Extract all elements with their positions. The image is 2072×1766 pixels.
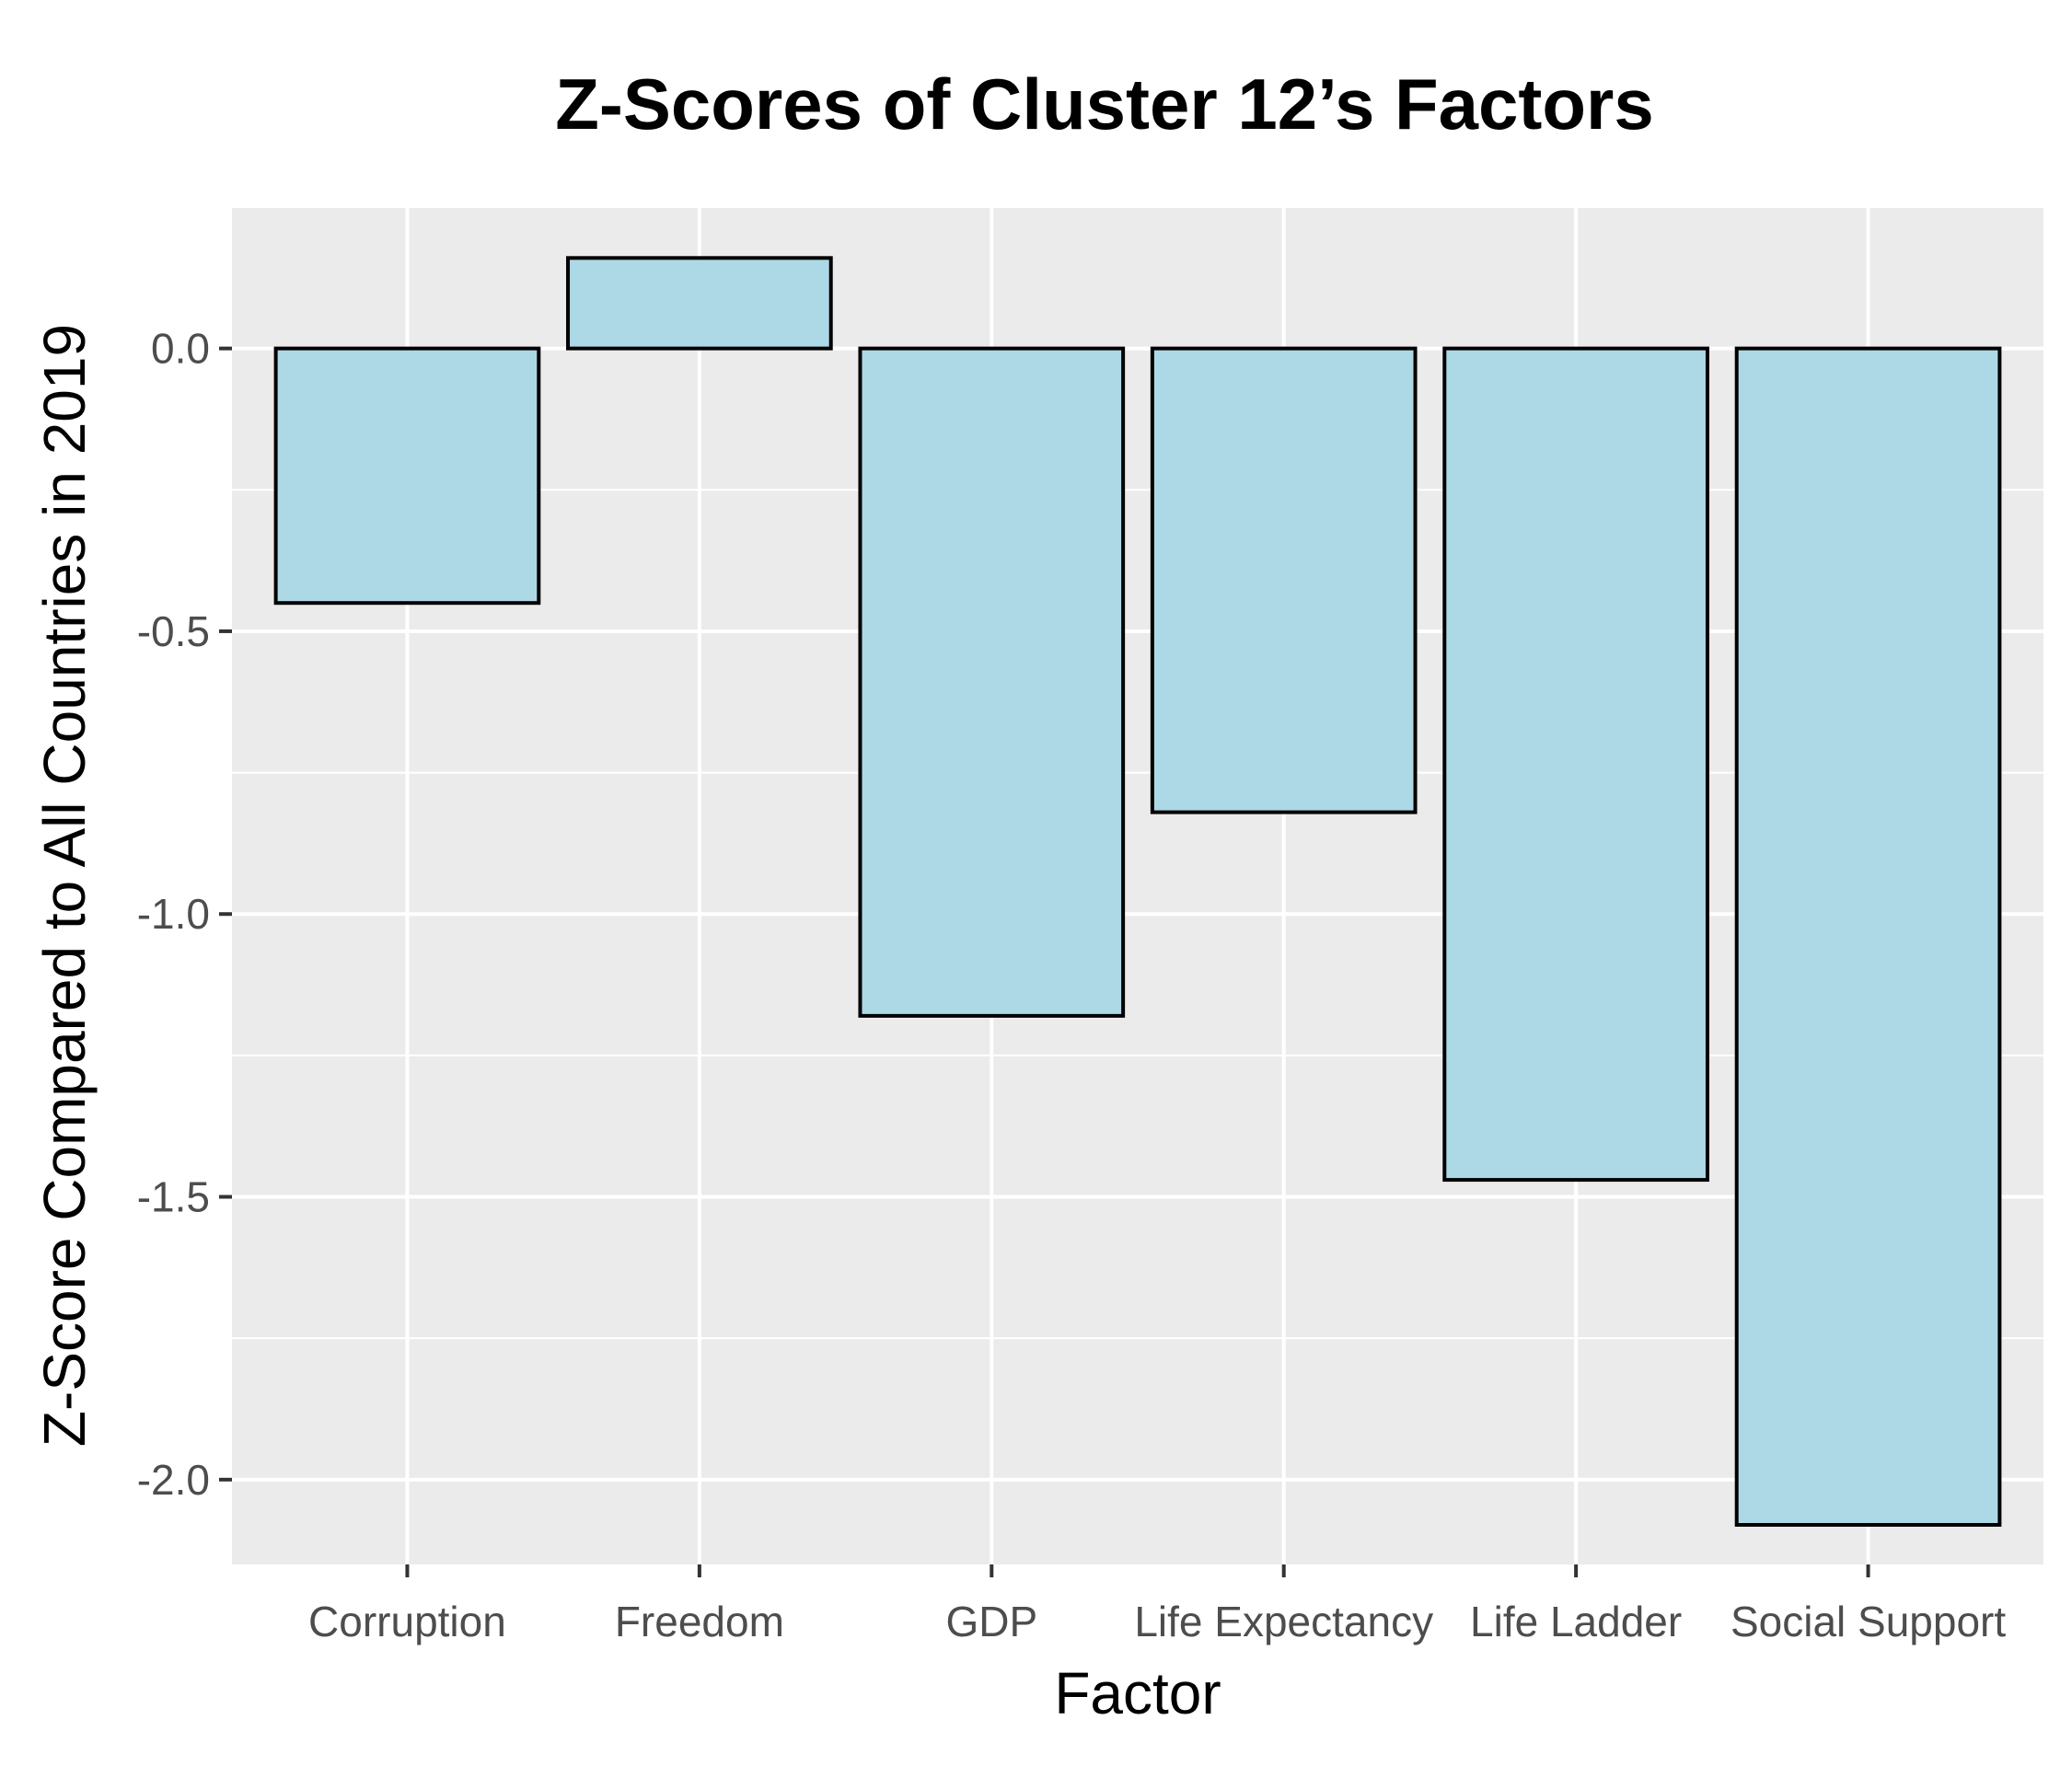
y-tick-label-3: -1.5 [137,1173,210,1221]
x-tick-label-4: Life Ladder [1470,1598,1682,1645]
x-tick-label-3: Life Expectancy [1134,1598,1433,1645]
y-tick-label-4: -2.0 [137,1456,210,1504]
x-axis-ticks: Corruption Freedom GDP Life Expectancy Life … [308,1564,2006,1645]
bar-corruption [273,346,541,606]
x-tick-label-1: Freedom [615,1598,784,1645]
bar-social-support [1734,346,2002,1527]
bar-freedom [566,256,833,351]
y-axis-title: Z-Score Compared to All Countries in 201… [31,324,98,1447]
bar-life-expectancy [1150,346,1418,814]
x-tick-label-5: Social Support [1731,1598,2006,1645]
chart-title: Z-Scores of Cluster 12’s Factors [555,63,1654,144]
bar-life-ladder [1442,346,1709,1183]
y-tick-label-1: -0.5 [137,607,210,655]
bars [273,256,2002,1527]
y-axis-ticks: 0.0 -0.5 -1.0 -1.5 -2.0 [137,325,232,1504]
y-tick-label-2: -1.0 [137,890,210,938]
y-tick-label-0: 0.0 [151,325,210,373]
x-tick-label-0: Corruption [308,1598,506,1645]
bar-gdp [858,346,1126,1018]
x-tick-label-2: GDP [945,1598,1037,1645]
x-axis-title: Factor [1054,1660,1221,1726]
